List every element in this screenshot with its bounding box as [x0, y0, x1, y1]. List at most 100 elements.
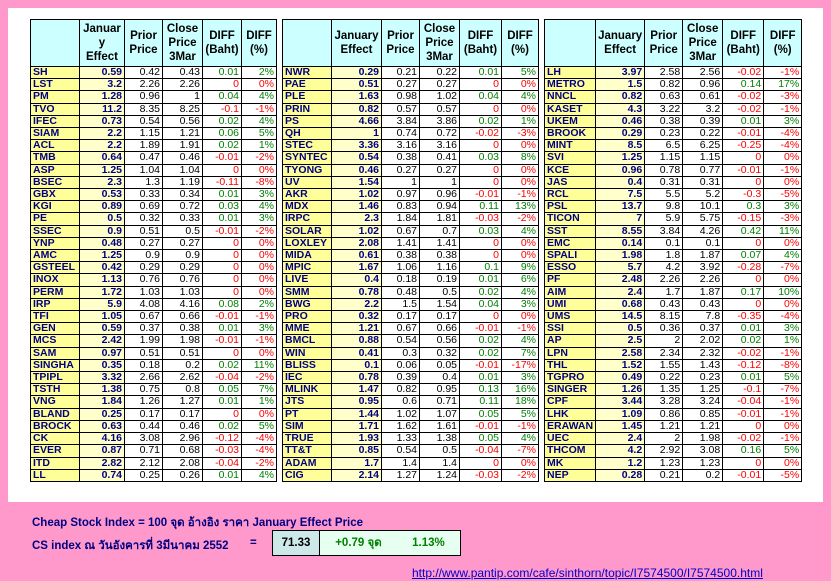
january-effect-price[interactable]: 1.72: [79, 285, 125, 299]
january-effect-price[interactable]: 0.97: [79, 346, 125, 360]
january-effect-price[interactable]: 1.25: [595, 151, 646, 165]
close-price[interactable]: 0.72: [162, 200, 203, 214]
january-effect-price[interactable]: 3.32: [79, 371, 125, 385]
diff-baht[interactable]: 0.01: [722, 322, 765, 336]
stock-symbol[interactable]: GSTEEL: [30, 261, 80, 275]
diff-percent[interactable]: 0%: [501, 310, 539, 324]
stock-symbol[interactable]: METRO: [543, 78, 597, 92]
diff-percent[interactable]: 4%: [501, 90, 539, 104]
stock-symbol[interactable]: SINGHA: [30, 358, 80, 373]
january-effect-price[interactable]: 2.4: [595, 285, 646, 299]
close-price[interactable]: 0.94: [419, 200, 460, 214]
prior-price[interactable]: 0.54: [124, 114, 163, 129]
close-price[interactable]: 1.03: [162, 285, 203, 299]
prior-price[interactable]: 0.27: [381, 78, 420, 92]
diff-baht[interactable]: 0.05: [202, 383, 242, 397]
close-price[interactable]: 1.15: [682, 151, 724, 165]
diff-percent[interactable]: -17%: [501, 358, 539, 373]
diff-percent[interactable]: -1%: [763, 346, 803, 360]
january-effect-price[interactable]: 0.59: [79, 322, 125, 336]
stock-symbol[interactable]: LOXLEY: [282, 236, 332, 251]
diff-percent[interactable]: 5%: [501, 65, 539, 80]
prior-price[interactable]: 1.15: [124, 127, 163, 141]
diff-percent[interactable]: -2%: [241, 456, 277, 470]
stock-symbol[interactable]: MPIC: [282, 261, 332, 275]
stock-symbol[interactable]: TRUE: [282, 432, 332, 446]
diff-baht[interactable]: -0.02: [459, 127, 502, 141]
close-price[interactable]: 1.81: [419, 212, 460, 226]
prior-price[interactable]: 0.43: [644, 297, 684, 312]
diff-baht[interactable]: 0: [202, 346, 242, 360]
january-effect-price[interactable]: 0.14: [595, 236, 646, 251]
stock-symbol[interactable]: TMB: [30, 151, 80, 165]
close-price[interactable]: 1.43: [682, 358, 724, 373]
diff-baht[interactable]: 0.01: [202, 322, 242, 336]
january-effect-price[interactable]: 1.45: [595, 419, 646, 434]
prior-price[interactable]: 0.22: [644, 371, 684, 385]
january-effect-price[interactable]: 4.2: [595, 444, 646, 458]
january-effect-price[interactable]: 4.66: [331, 114, 382, 129]
diff-percent[interactable]: 3%: [763, 114, 803, 129]
close-price[interactable]: 2.56: [682, 65, 724, 80]
prior-price[interactable]: 2.58: [644, 65, 684, 80]
diff-baht[interactable]: 0.04: [202, 90, 242, 104]
diff-percent[interactable]: 4%: [501, 432, 539, 446]
january-effect-price[interactable]: 3.2: [79, 78, 125, 92]
prior-price[interactable]: 2.92: [644, 444, 684, 458]
diff-baht[interactable]: 0: [722, 456, 765, 470]
diff-percent[interactable]: -1%: [241, 310, 277, 324]
close-price[interactable]: 0.76: [162, 273, 203, 287]
close-price[interactable]: 1.87: [682, 249, 724, 263]
diff-baht[interactable]: 0: [459, 456, 502, 470]
prior-price[interactable]: 0.33: [124, 188, 163, 202]
january-effect-price[interactable]: 0.82: [331, 102, 382, 116]
stock-symbol[interactable]: ASP: [30, 163, 80, 177]
january-effect-price[interactable]: 2.2: [79, 127, 125, 141]
diff-percent[interactable]: -1%: [501, 419, 539, 434]
stock-symbol[interactable]: QH: [282, 127, 332, 141]
prior-price[interactable]: 2.66: [124, 371, 163, 385]
diff-baht[interactable]: 0.08: [202, 297, 242, 312]
diff-percent[interactable]: 10%: [763, 285, 803, 299]
stock-symbol[interactable]: INOX: [30, 273, 80, 287]
close-price[interactable]: 0.68: [162, 444, 203, 458]
january-effect-price[interactable]: 1: [331, 127, 382, 141]
diff-percent[interactable]: 13%: [501, 200, 539, 214]
january-effect-price[interactable]: 0.25: [79, 407, 125, 421]
january-effect-price[interactable]: 1.02: [331, 224, 382, 238]
diff-percent[interactable]: 0%: [501, 102, 539, 116]
prior-price[interactable]: 1.23: [644, 456, 684, 470]
prior-price[interactable]: 0.98: [381, 90, 420, 104]
close-price[interactable]: 0.31: [682, 175, 724, 190]
prior-price[interactable]: 0.21: [381, 65, 420, 80]
january-effect-price[interactable]: 1.7: [331, 456, 382, 470]
stock-symbol[interactable]: ADAM: [282, 456, 332, 470]
diff-baht[interactable]: -0.04: [202, 371, 242, 385]
diff-percent[interactable]: -1%: [763, 395, 803, 409]
close-price[interactable]: 5.75: [682, 212, 724, 226]
diff-baht[interactable]: 0.04: [459, 90, 502, 104]
january-effect-price[interactable]: 1.25: [79, 249, 125, 263]
diff-percent[interactable]: 0%: [501, 456, 539, 470]
diff-percent[interactable]: -4%: [241, 432, 277, 446]
diff-baht[interactable]: 0.01: [202, 212, 242, 226]
prior-price[interactable]: 0.1: [644, 236, 684, 251]
diff-percent[interactable]: 18%: [501, 395, 539, 409]
diff-percent[interactable]: 0%: [241, 236, 277, 251]
january-effect-price[interactable]: 1.28: [79, 90, 125, 104]
prior-price[interactable]: 1.5: [381, 297, 420, 312]
diff-baht[interactable]: -0.15: [722, 212, 765, 226]
diff-baht[interactable]: 0.01: [202, 188, 242, 202]
close-price[interactable]: 1.91: [162, 139, 203, 153]
prior-price[interactable]: 3.22: [644, 102, 684, 116]
diff-percent[interactable]: -1%: [763, 102, 803, 116]
diff-baht[interactable]: 0.11: [459, 395, 502, 409]
diff-percent[interactable]: 4%: [763, 249, 803, 263]
prior-price[interactable]: 0.27: [124, 236, 163, 251]
january-effect-price[interactable]: 0.78: [331, 285, 382, 299]
stock-symbol[interactable]: PRIN: [282, 102, 332, 116]
stock-symbol[interactable]: NNCL: [543, 90, 597, 104]
diff-percent[interactable]: 3%: [763, 322, 803, 336]
prior-price[interactable]: 1.33: [381, 432, 420, 446]
prior-price[interactable]: 0.37: [124, 322, 163, 336]
